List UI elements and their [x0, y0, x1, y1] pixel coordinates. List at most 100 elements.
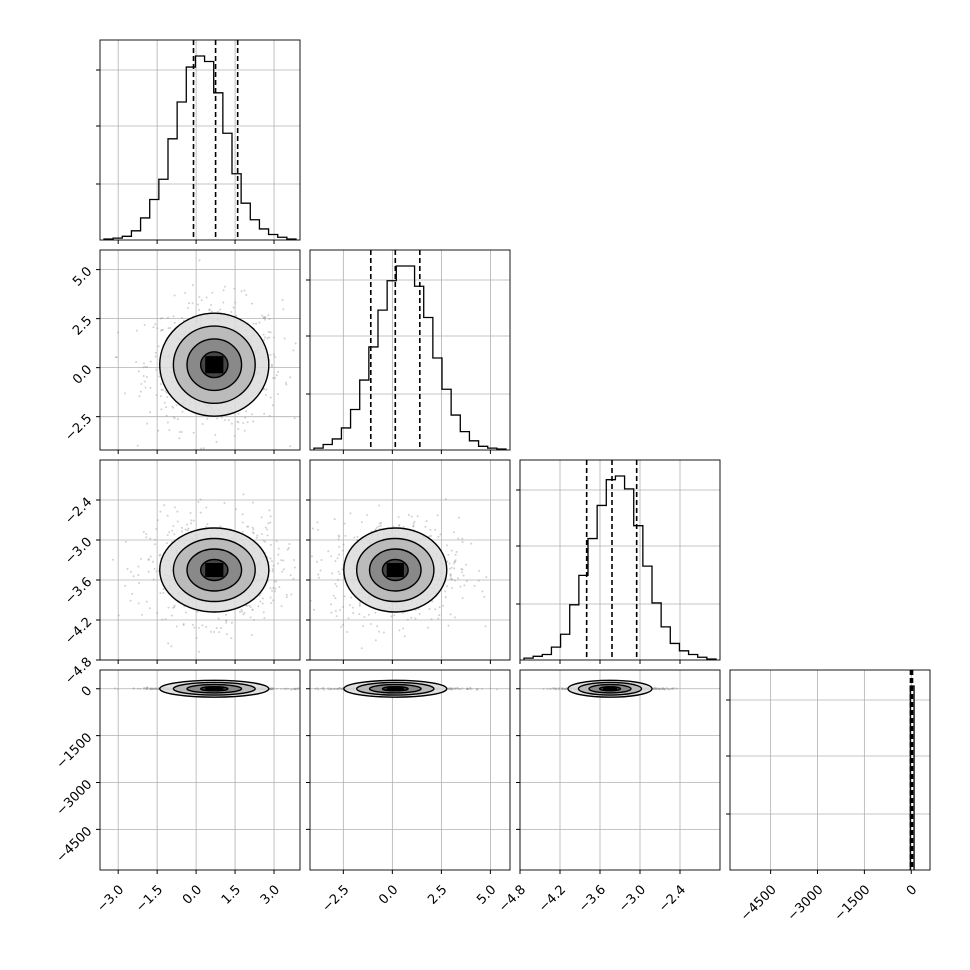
sample-point	[331, 572, 334, 575]
contour-line	[186, 683, 243, 694]
sample-point	[336, 687, 339, 690]
sample-point	[159, 329, 162, 332]
sample-point	[115, 356, 118, 359]
sample-point	[293, 687, 296, 690]
sample-point	[137, 370, 140, 373]
sample-point	[561, 687, 564, 690]
sample-point	[338, 609, 341, 612]
gridlines	[519, 460, 720, 660]
sample-point	[397, 516, 400, 519]
sample-point	[173, 605, 176, 608]
sample-point	[180, 316, 183, 319]
sample-point	[360, 521, 363, 524]
sample-point	[338, 687, 341, 690]
sample-point	[456, 687, 459, 690]
sample-point	[149, 555, 152, 558]
sample-point	[180, 431, 183, 434]
x-tick-label: −3000	[785, 882, 827, 924]
sample-point	[135, 329, 138, 332]
sample-point	[662, 687, 665, 690]
sample-point	[157, 687, 160, 690]
sample-point	[293, 417, 296, 420]
sample-point	[144, 386, 147, 389]
sample-point	[158, 375, 161, 378]
sample-point	[382, 631, 385, 634]
sample-point	[456, 687, 459, 690]
x-tick-label: −4.2	[536, 882, 569, 915]
sample-point	[142, 362, 145, 365]
sample-point	[447, 624, 450, 627]
sample-point	[653, 687, 656, 690]
sample-point	[330, 555, 333, 558]
sample-point	[551, 687, 554, 690]
sample-point	[156, 688, 159, 691]
sample-point	[450, 578, 453, 581]
sample-point	[335, 615, 338, 618]
sample-point	[463, 584, 466, 587]
sample-point	[201, 423, 204, 426]
sample-point	[139, 557, 142, 560]
sample-point	[167, 316, 170, 319]
sample-point	[666, 687, 669, 690]
contour-line	[598, 685, 622, 692]
sample-point	[660, 688, 663, 691]
sample-point	[270, 602, 273, 605]
sample-point	[661, 687, 664, 690]
sample-point	[269, 353, 272, 356]
sample-point	[225, 619, 228, 622]
sample-point	[173, 321, 176, 324]
sample-point	[365, 513, 368, 516]
sample-point	[554, 688, 557, 691]
sample-point	[329, 688, 332, 691]
sample-point	[163, 401, 166, 404]
sample-point	[156, 687, 159, 690]
sample-point	[197, 650, 200, 653]
sample-point	[241, 530, 244, 533]
sample-point	[245, 410, 248, 413]
sample-point	[430, 618, 433, 621]
sample-point	[162, 587, 165, 590]
sample-point	[293, 566, 296, 569]
sample-point	[653, 687, 656, 690]
sample-point	[293, 558, 296, 561]
sample-point	[461, 687, 464, 690]
sample-point	[289, 608, 291, 610]
sample-point	[294, 687, 297, 690]
sample-point	[653, 687, 656, 690]
sample-point	[252, 322, 255, 325]
sample-point	[251, 608, 254, 611]
x-tick-label: 0	[904, 882, 920, 898]
sample-point	[172, 606, 175, 609]
sample-point	[561, 687, 564, 690]
sample-point	[305, 588, 307, 590]
sample-point	[269, 688, 272, 691]
sample-point	[311, 527, 314, 530]
sample-point	[301, 597, 303, 599]
sample-point	[363, 616, 366, 619]
sample-point	[560, 687, 563, 690]
sample-point	[163, 504, 166, 507]
sample-point	[205, 506, 208, 509]
sample-point	[270, 688, 273, 691]
sample-point	[242, 493, 245, 496]
sample-point	[86, 565, 88, 567]
sample-point	[262, 333, 265, 336]
sample-point	[317, 688, 320, 691]
sample-point	[182, 623, 185, 626]
y-tick-label: −4.2	[62, 615, 95, 648]
sample-point	[243, 429, 246, 432]
panel-frame	[99, 459, 301, 661]
sample-point	[453, 616, 456, 619]
sample-point	[302, 538, 304, 540]
sample-point	[466, 687, 469, 690]
sample-point	[283, 337, 286, 340]
sample-point	[274, 590, 277, 593]
sample-point	[552, 687, 555, 690]
sample-point	[149, 687, 152, 690]
sample-point	[223, 285, 226, 288]
sample-point	[483, 595, 486, 598]
sample-point	[250, 302, 253, 305]
sample-point	[233, 287, 236, 290]
sample-point	[358, 603, 361, 606]
sample-point	[457, 537, 460, 540]
